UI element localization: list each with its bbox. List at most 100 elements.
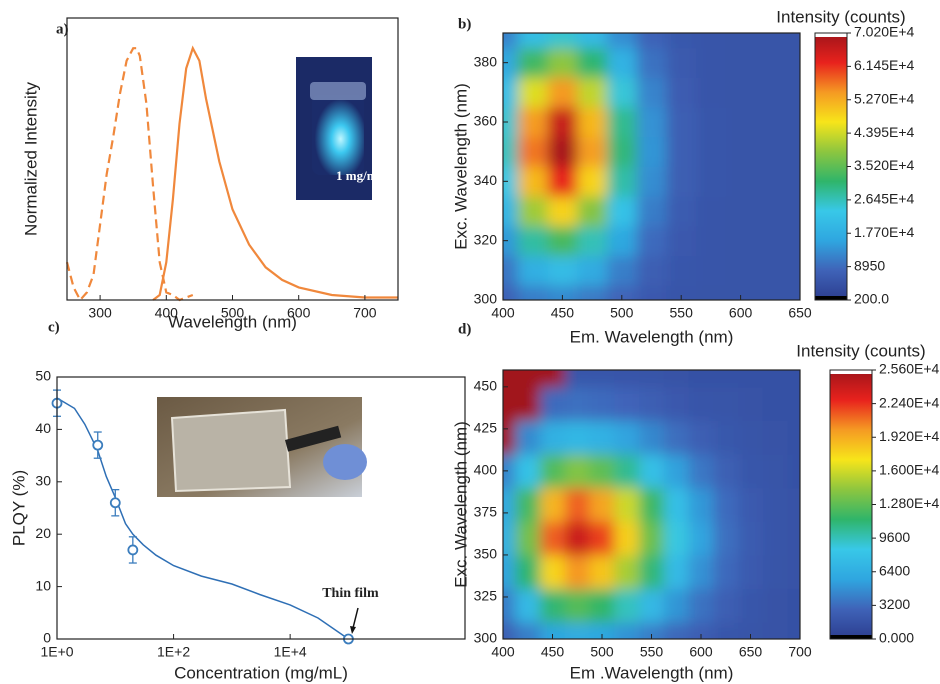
heatmap-cell <box>785 255 800 286</box>
heatmap-cell <box>663 487 690 522</box>
heatmap-cell <box>696 77 727 108</box>
y-tick-label: 340 <box>474 172 498 188</box>
x-tick-label: 700 <box>353 305 377 321</box>
heatmap-cell <box>755 225 786 256</box>
heatmap-cell <box>577 225 608 256</box>
heatmap-cell <box>666 166 697 197</box>
heatmap-cell <box>755 107 786 138</box>
heatmap-cell <box>755 166 786 197</box>
x-tick-label: 500 <box>590 644 614 660</box>
plot-frame <box>56 376 466 640</box>
heatmap-cell <box>547 225 578 256</box>
heatmap-cell <box>614 420 640 455</box>
x-tick-label: 650 <box>788 305 812 321</box>
heatmap-cell <box>564 588 591 623</box>
heatmap-cell <box>785 285 800 300</box>
heatmap-cell <box>547 77 578 108</box>
heatmap-cell <box>577 136 608 167</box>
heatmap-cell <box>738 622 764 639</box>
heatmap-cell <box>503 554 516 590</box>
heatmap-cell <box>755 255 786 286</box>
heatmap-cell <box>639 487 665 522</box>
heatmap-cell <box>503 255 519 286</box>
heatmap-cell <box>540 420 566 455</box>
x-tick-label: 450 <box>541 644 565 660</box>
heatmap-cell <box>577 166 608 197</box>
heatmap-cell <box>540 622 566 639</box>
y-axis-label: Exc. Wavelength (nm) <box>451 421 470 588</box>
heatmap-cell <box>787 588 800 623</box>
y-tick-label: 40 <box>35 420 51 436</box>
heatmap-cell <box>688 487 714 522</box>
heatmap-cell <box>755 77 786 108</box>
heatmap-cell <box>762 386 789 421</box>
y-axis-label: Normalized Intensity <box>21 82 40 237</box>
data-point <box>92 439 104 451</box>
heatmap-cell <box>503 454 516 489</box>
heatmap-cell <box>517 285 549 300</box>
heatmap-cell <box>785 166 800 197</box>
heatmap-cell <box>517 225 549 256</box>
colorbar-tick-label: 200.0 <box>854 291 889 307</box>
heatmap-cell <box>636 47 667 78</box>
heatmap-cell <box>762 554 789 590</box>
heatmap-cell <box>547 107 578 138</box>
heatmap-cell <box>639 521 665 556</box>
x-tick-label: 600 <box>729 305 753 321</box>
y-tick-label: 30 <box>35 473 51 489</box>
heatmap-cell <box>614 622 640 639</box>
heatmap-cell <box>547 136 578 167</box>
heatmap-cell <box>762 588 789 623</box>
heatmap-cell <box>666 225 697 256</box>
heatmap-cell <box>589 521 615 556</box>
heatmap-cell <box>517 107 549 138</box>
heatmap-cell <box>725 47 756 78</box>
heatmap-cell <box>606 285 638 300</box>
heatmap-cell <box>762 487 789 522</box>
heatmap-cell <box>503 285 519 300</box>
x-axis-label: Em .Wavelength (nm) <box>570 663 734 682</box>
heatmap-cell <box>606 77 638 108</box>
colorbar-tick-label: 3200 <box>879 596 910 612</box>
panel-label: d) <box>458 321 471 337</box>
heatmap-cell <box>688 622 714 639</box>
colorbar <box>830 370 872 639</box>
heatmap-cell <box>515 454 541 489</box>
heatmap-cell <box>503 370 516 388</box>
heatmap-cell <box>725 33 756 49</box>
colorbar-tick-label: 2.645E+4 <box>854 191 915 207</box>
annotation-arrow <box>352 607 359 629</box>
heatmap-cell <box>515 554 541 590</box>
heatmap-cell <box>577 47 608 78</box>
heatmap-cell <box>666 33 697 49</box>
heatmap-cell <box>503 33 519 49</box>
heatmap-cell <box>762 370 789 388</box>
heatmap-cell <box>564 454 591 489</box>
heatmap-cell <box>515 386 541 421</box>
heatmap-cell <box>688 386 714 421</box>
heatmap-cell <box>515 622 541 639</box>
inset-photo <box>157 397 367 497</box>
heatmap-cell <box>577 255 608 286</box>
heatmap-cell <box>503 386 516 421</box>
heatmap-cell <box>540 386 566 421</box>
heatmap-cells <box>503 370 800 639</box>
heatmap-cell <box>663 622 690 639</box>
colorbar-tick-label: 5.270E+4 <box>854 90 915 106</box>
heatmap-cell <box>785 33 800 49</box>
x-tick-label: 650 <box>739 644 763 660</box>
heatmap-cell <box>713 386 739 421</box>
x-tick-label: 550 <box>670 305 694 321</box>
y-tick-label: 50 <box>35 368 51 384</box>
heatmap-cell <box>688 554 714 590</box>
heatmap-cell <box>639 588 665 623</box>
x-tick-label: 450 <box>551 305 575 321</box>
heatmap-cell <box>564 487 591 522</box>
colorbar-tick-label: 6400 <box>879 562 910 578</box>
y-tick-label: 425 <box>474 420 498 436</box>
heatmap-cell <box>515 588 541 623</box>
heatmap-cell <box>636 77 667 108</box>
colorbar-tick-label: 7.020E+4 <box>854 24 915 40</box>
x-tick-label: 400 <box>491 644 515 660</box>
heatmap-cell <box>696 47 727 78</box>
